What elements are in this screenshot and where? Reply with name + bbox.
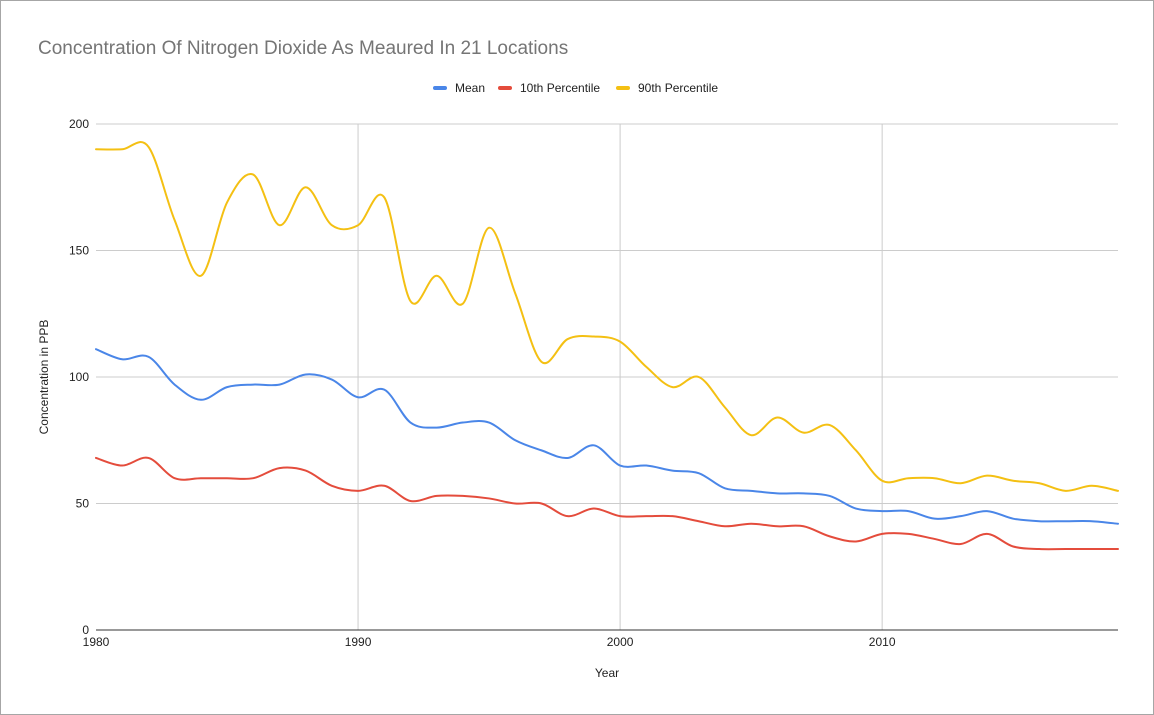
y-tick-label: 200 — [69, 117, 89, 131]
y-tick-label: 50 — [76, 497, 90, 511]
series-layer — [95, 141, 1119, 551]
series-line-mean — [95, 348, 1119, 525]
legend-entry-label: 10th Percentile — [520, 81, 600, 95]
y-axis-title: Concentration in PPB — [37, 320, 51, 435]
y-tick-label: 150 — [69, 244, 89, 258]
x-tick-label: 1980 — [83, 635, 110, 649]
series-line-10th-percentile — [95, 456, 1119, 551]
y-tick-label: 100 — [69, 370, 89, 384]
chart-title: Concentration Of Nitrogen Dioxide As Mea… — [38, 38, 568, 59]
legend: Mean 10th Percentile 90th Percentile — [433, 81, 718, 95]
x-tick-label: 2000 — [607, 635, 634, 649]
axis-ticks: 0 50 100 150 200 1980 1990 2000 2010 — [69, 117, 896, 649]
series-line-90th-percentile — [95, 141, 1119, 492]
x-tick-label: 2010 — [869, 635, 896, 649]
x-tick-label: 1990 — [345, 635, 372, 649]
y-tick-label: 0 — [82, 623, 89, 637]
grid — [96, 123, 1118, 631]
legend-entry-label: Mean — [455, 81, 485, 95]
legend-entry-label: 90th Percentile — [638, 81, 718, 95]
x-axis-title: Year — [595, 666, 619, 680]
